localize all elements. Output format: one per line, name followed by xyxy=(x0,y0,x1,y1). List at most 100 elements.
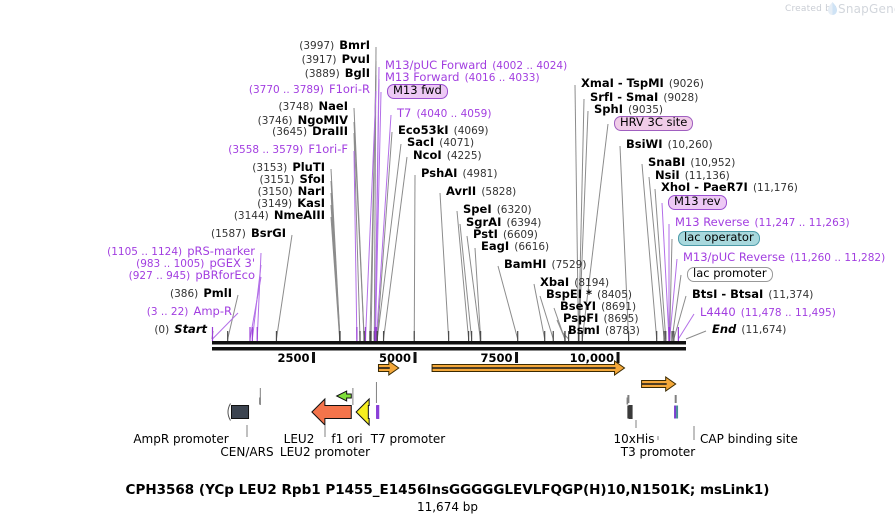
enzyme-position: (4981) xyxy=(462,168,498,180)
enzyme-position: (6616) xyxy=(514,241,550,253)
feature-shape-CAPbindingsite xyxy=(674,405,677,419)
feature-position: (3558 .. 3579) xyxy=(228,144,304,156)
enzyme-name: PmlI xyxy=(203,286,232,300)
enzyme-position: (3997) xyxy=(299,40,335,52)
enzyme-label-EagI: EagI (6616) xyxy=(481,237,549,253)
feature-caption-T7promoter: T7 promoter xyxy=(370,432,446,446)
badge-M13rev: M13 rev xyxy=(668,195,727,210)
ruler-tick xyxy=(312,352,316,363)
badge-wrap-M13rev: M13 rev xyxy=(668,192,727,210)
enzyme-name: NarI xyxy=(297,184,325,198)
enzyme-position: (386) xyxy=(170,288,199,300)
ruler-label-7500: 7500 xyxy=(480,351,513,365)
enzyme-name: SphI xyxy=(594,102,623,116)
enzyme-position: (9026) xyxy=(668,78,704,90)
enzyme-label-AvrII: AvrII (5828) xyxy=(446,182,516,198)
feature-position: (983 .. 1005) xyxy=(136,258,205,270)
backbone-upper xyxy=(212,341,686,345)
enzyme-position: (8405) xyxy=(597,289,633,301)
enzyme-position: (4225) xyxy=(446,150,482,162)
enzyme-name: BseYI xyxy=(560,299,597,313)
feature-position: (4016 .. 4033) xyxy=(464,72,540,84)
enzyme-name: BglI xyxy=(344,66,370,80)
enzyme-label-NaeI: (3748) NaeI xyxy=(279,97,348,113)
end-label: End xyxy=(712,322,737,336)
end-position: (11,674) xyxy=(741,324,787,336)
enzyme-name: NmeAIII xyxy=(273,208,325,222)
feature-label-M13pUCForward: M13/pUC Forward (4002 .. 4024) xyxy=(385,56,567,72)
enzyme-label-BglI: (3889) BglI xyxy=(305,64,370,80)
feature-name: T7 xyxy=(397,106,412,120)
enzyme-label-NarI: (3150) NarI xyxy=(258,182,325,198)
enzyme-label-PmlI: (386) PmlI xyxy=(170,284,232,300)
enzyme-name: NaeI xyxy=(318,99,348,113)
feature-caption-AmpRpromoter: AmpR promoter xyxy=(133,432,229,446)
ruler-label-5000: 5000 xyxy=(378,351,411,365)
enzyme-name: NcoI xyxy=(413,148,442,162)
enzyme-label-BmrI: (3997) BmrI xyxy=(299,36,370,52)
enzyme-position: (10,952) xyxy=(690,157,736,169)
enzyme-name: BsiWI xyxy=(626,137,663,151)
feature-name: M13 Reverse xyxy=(675,215,750,229)
feature-name: pGEX 3' xyxy=(209,256,256,270)
enzyme-position: (3889) xyxy=(304,68,340,80)
feature-label-F1oriF: (3558 .. 3579) F1ori-F xyxy=(228,140,348,156)
t7-promoter-bar xyxy=(376,405,380,419)
badge-lacoperator: lac operator xyxy=(678,231,760,246)
enzyme-name: SgrAI xyxy=(466,215,502,229)
enzyme-position: (9028) xyxy=(663,92,699,104)
enzyme-position: (5828) xyxy=(481,186,517,198)
enzyme-name: PstI xyxy=(473,227,498,241)
feature-caption-10xHis: 10xHis xyxy=(613,432,655,446)
enzyme-label-SpeI: SpeI (6320) xyxy=(463,200,532,216)
watermark-created-by: Created by xyxy=(785,4,837,14)
enzyme-name: EagI xyxy=(481,239,510,253)
backbone-lower xyxy=(212,347,686,351)
start-position: (0) xyxy=(154,324,170,336)
enzyme-label-PluTI: (3153) PluTI xyxy=(252,158,325,174)
enzyme-label-PvuI: (3917) PvuI xyxy=(302,50,370,66)
feature-label-M13Reverse: M13 Reverse (11,247 .. 11,263) xyxy=(675,213,850,229)
ruler-ticks xyxy=(312,352,620,363)
enzyme-name: Eco53kI xyxy=(398,123,449,137)
enzyme-name: AvrII xyxy=(446,184,477,198)
enzyme-position: (6394) xyxy=(506,217,542,229)
enzyme-name: SacI xyxy=(407,135,435,149)
enzyme-label-SnaBI: SnaBI (10,952) xyxy=(648,153,735,169)
feature-position: (3770 .. 3789) xyxy=(248,84,324,96)
enzyme-label-BspEI: BspEI * (8405) xyxy=(546,285,632,301)
feature-label-L4440: L4440 (11,478 .. 11,495) xyxy=(700,303,836,319)
ruler-tick xyxy=(515,352,519,363)
badge-lacpromoter: lac promoter xyxy=(687,267,773,282)
badge-HRV3Csite: HRV 3C site xyxy=(614,116,694,131)
enzyme-position: (8691) xyxy=(601,301,637,313)
feature-name: M13 Forward xyxy=(385,70,460,84)
enzyme-position: (3151) xyxy=(259,174,295,186)
enzyme-label-NcoI: NcoI (4225) xyxy=(413,146,482,162)
enzyme-position: (11,136) xyxy=(684,170,730,182)
enzyme-position: (3748) xyxy=(278,101,314,113)
enzyme-name: XmaI - TspMI xyxy=(581,76,664,90)
badge-wrap-M13fwd: M13 fwd xyxy=(387,81,448,99)
enzyme-label-NmeAIII: (3144) NmeAIII xyxy=(234,206,325,222)
feature-label-pBRforEco: (927 .. 945) pBRforEco xyxy=(129,266,255,282)
enzyme-label-SfoI: (3151) SfoI xyxy=(260,170,325,186)
enzyme-name: BsrGI xyxy=(251,226,286,240)
enzyme-label-BsiWI: BsiWI (10,260) xyxy=(626,135,713,151)
feature-label-pGEX3: (983 .. 1005) pGEX 3' xyxy=(136,254,255,270)
enzyme-name: BamHI xyxy=(504,257,547,271)
feature-caption-CAPbindingsite: CAP binding site xyxy=(700,432,798,446)
feature-position: (4040 .. 4059) xyxy=(416,108,492,120)
orf-arrows xyxy=(377,360,677,392)
enzyme-position: (4071) xyxy=(439,137,475,149)
feature-position: (3 .. 22) xyxy=(146,306,189,318)
ruler-label-2500: 2500 xyxy=(277,351,310,365)
enzyme-label-XhoIPaeR7I: XhoI - PaeR7I (11,176) xyxy=(661,178,798,194)
enzyme-name: SrfI - SmaI xyxy=(590,90,659,104)
feature-caption-LEU2promoter: LEU2 promoter xyxy=(279,445,371,459)
ruler-tick xyxy=(413,352,417,363)
enzyme-position: (3746) xyxy=(257,115,293,127)
enzyme-label-BtsIBtsaI: BtsI - BtsaI (11,374) xyxy=(692,285,813,301)
enzyme-label-PshAI: PshAI (4981) xyxy=(421,164,497,180)
